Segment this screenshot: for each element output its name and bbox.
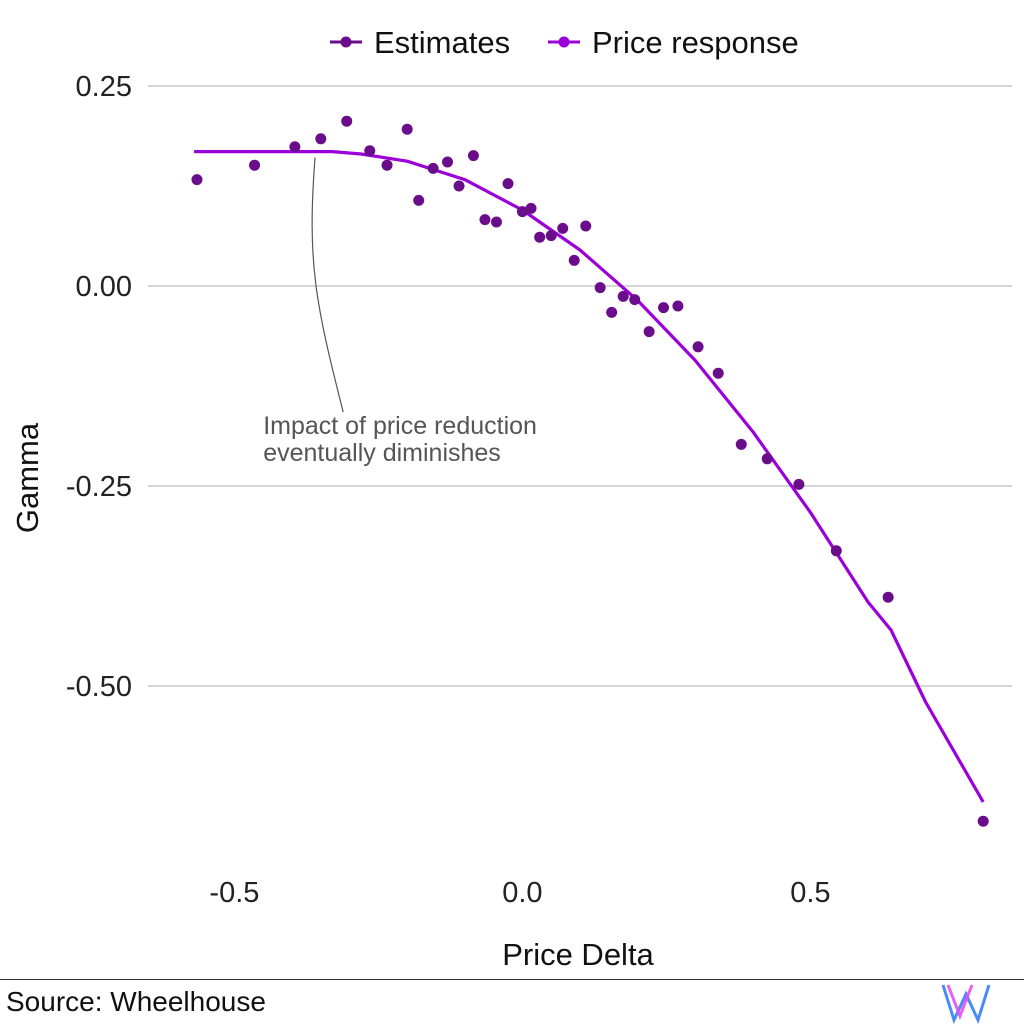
x-tick-label: 0.5 <box>790 877 830 909</box>
estimate-point <box>249 159 261 171</box>
estimate-point <box>629 294 641 306</box>
y-axis-ticks: 0.25 0.00 -0.25 -0.50 <box>66 71 132 703</box>
estimate-point <box>191 174 203 186</box>
annotation-text: Impact of price reduction <box>263 412 537 440</box>
annotation-connector <box>311 157 344 413</box>
y-axis-title: Gamma <box>10 422 45 533</box>
estimate-point <box>401 123 413 135</box>
estimate-point <box>580 220 592 232</box>
estimate-point <box>516 206 528 218</box>
x-axis-ticks: -0.5 0.0 0.5 <box>209 877 830 909</box>
estimate-point <box>545 230 557 242</box>
estimate-point <box>315 133 327 145</box>
estimate-point <box>658 302 670 314</box>
legend-key-dot <box>340 36 352 48</box>
estimate-point <box>977 815 989 827</box>
y-tick-label: 0.25 <box>76 71 132 103</box>
price-response-line <box>194 150 985 803</box>
y-tick-label: -0.50 <box>66 671 132 703</box>
estimate-point <box>735 438 747 450</box>
estimates-series <box>191 115 989 827</box>
y-tick-label: -0.25 <box>66 471 132 503</box>
estimate-point <box>672 300 684 312</box>
estimate-point <box>289 141 301 153</box>
legend-label: Estimates <box>374 25 510 60</box>
estimate-point <box>617 290 629 302</box>
estimate-point <box>364 145 376 157</box>
x-axis-title: Price Delta <box>502 937 654 972</box>
estimate-point <box>692 341 704 353</box>
estimate-point <box>479 214 491 226</box>
estimate-point <box>594 282 606 294</box>
source-caption: Source: Wheelhouse <box>6 986 266 1017</box>
estimate-point <box>442 156 454 168</box>
price-response-series <box>194 150 985 803</box>
estimate-point <box>712 367 724 379</box>
annotation-text: eventually diminishes <box>263 439 501 467</box>
estimate-point <box>381 159 393 171</box>
wheelhouse-logo-icon[interactable] <box>940 982 992 1024</box>
y-tick-label: 0.00 <box>76 271 132 303</box>
estimate-point <box>413 194 425 206</box>
estimate-point <box>793 478 805 490</box>
estimate-point <box>427 162 439 174</box>
estimate-point <box>557 222 569 234</box>
x-tick-label: -0.5 <box>209 877 259 909</box>
x-tick-label: 0.0 <box>502 877 542 909</box>
estimate-point <box>502 178 514 190</box>
legend-label: Price response <box>592 25 799 60</box>
estimate-point <box>830 545 842 557</box>
estimate-point <box>453 180 465 192</box>
estimate-point <box>568 254 580 266</box>
legend-key-dot <box>558 36 570 48</box>
legend: Estimates Price response <box>330 25 799 60</box>
caption-divider <box>0 979 1024 980</box>
estimate-point <box>534 231 546 243</box>
estimate-point <box>341 115 353 127</box>
estimate-point <box>761 453 773 465</box>
estimate-point <box>525 202 537 214</box>
estimate-point <box>490 216 502 228</box>
estimate-point <box>643 326 655 338</box>
estimate-point <box>882 591 894 603</box>
gridlines <box>148 85 1012 687</box>
estimate-point <box>606 306 618 318</box>
estimate-point <box>467 150 479 162</box>
